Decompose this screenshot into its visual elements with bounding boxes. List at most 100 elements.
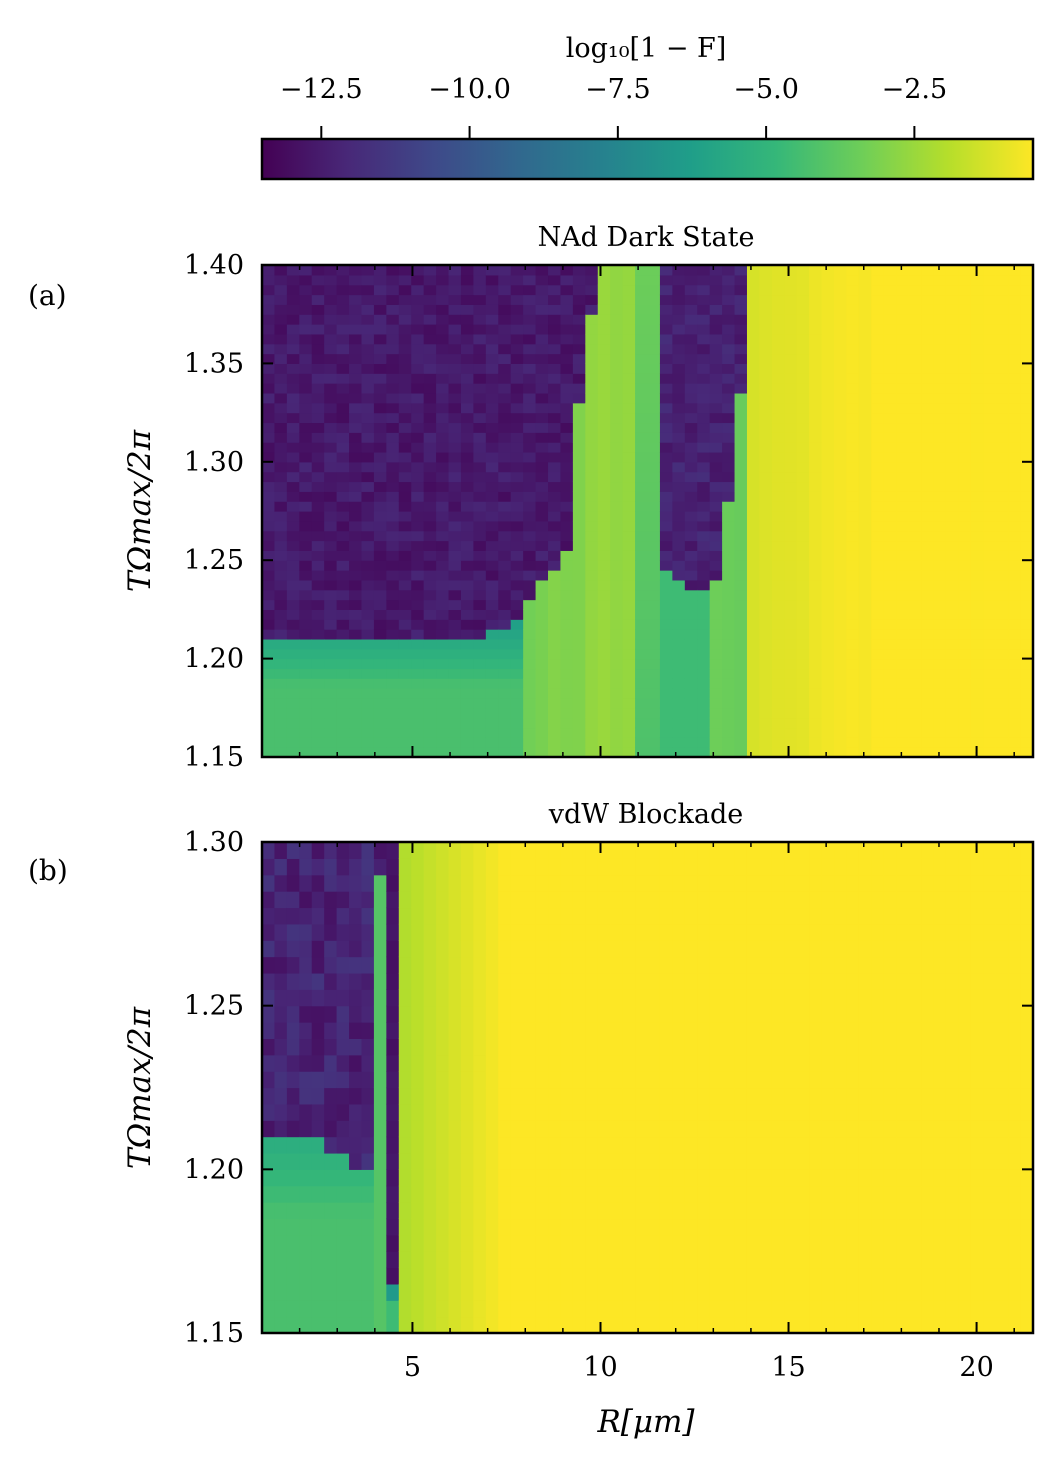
heatmap-cell [759,638,773,650]
heatmap-cell [635,432,649,443]
heatmap-cell [635,294,649,305]
heatmap-cell [485,1300,499,1318]
heatmap-cell [896,333,910,345]
heatmap-cell [672,560,686,571]
heatmap-cell [436,550,450,561]
heatmap-cell [386,540,400,551]
heatmap-cell [286,333,300,345]
heatmap-cell [498,1038,512,1056]
heatmap-cell [311,392,325,404]
heatmap-cell [311,609,325,620]
heatmap-cell [784,324,798,335]
heatmap-cell [871,383,885,394]
heatmap-cell [535,638,549,650]
heatmap-cell [535,343,549,355]
heatmap-cell [871,501,885,512]
heatmap-cell [274,1234,288,1252]
heatmap-cell [784,570,798,581]
heatmap-cell [983,589,997,601]
heatmap-cell [759,717,773,729]
heatmap-cell [771,638,785,650]
heatmap-cell [610,274,624,286]
heatmap-cell [871,265,885,276]
heatmap-cell [585,727,599,738]
heatmap-cell [311,599,325,610]
heatmap-cell [921,1234,935,1252]
heatmap-cell [896,373,910,384]
heatmap-cell [684,333,698,345]
heatmap-cell [274,619,288,630]
heatmap-cell [734,737,748,748]
heatmap-cell [958,858,972,876]
heatmap-cell [958,471,972,483]
heatmap-cell [834,1071,848,1089]
heatmap-cell [610,1202,624,1220]
heatmap-cell [324,1071,338,1089]
heatmap-cell [398,284,412,296]
heatmap-cell [858,1071,872,1089]
heatmap-cell [834,1103,848,1121]
heatmap-cell [834,432,848,443]
heatmap-cell [436,629,450,640]
heatmap-cell [821,589,835,601]
heatmap-cell [423,1005,437,1023]
heatmap-cell [286,1054,300,1072]
heatmap-cell [299,471,313,483]
heatmap-cell [535,314,549,325]
heatmap-cell [286,697,300,709]
heatmap-cell [647,972,661,990]
heatmap-cell [659,1316,673,1334]
heatmap-cell [871,874,885,892]
heatmap-cell [572,1152,586,1170]
heatmap-cell [983,442,997,453]
heatmap-cell [373,1169,387,1187]
heatmap-cell [485,989,499,1007]
heatmap-cell [921,688,935,699]
heatmap-cell [995,1087,1009,1105]
heatmap-cell [398,501,412,512]
heatmap-cell [734,1120,748,1138]
heatmap-cell [697,891,711,909]
heatmap-cell [336,1218,350,1236]
heatmap-cell [485,530,499,542]
heatmap-cell [274,1300,288,1318]
heatmap-cell [373,402,387,414]
heatmap-cell [498,907,512,925]
heatmap-cell [746,609,761,620]
heatmap-cell [921,481,935,492]
heatmap-cell [883,697,897,709]
heatmap-cell [771,707,785,719]
heatmap-cell [684,284,698,296]
heatmap-cell [809,511,823,522]
heatmap-cell [498,638,512,650]
heatmap-cell [548,412,562,424]
heatmap-cell [572,451,586,463]
heatmap-cell [672,324,686,335]
heatmap-cell [883,442,897,453]
heatmap-cell [684,1136,698,1154]
heatmap-cell [311,1234,325,1252]
heatmap-cell [423,678,437,689]
heatmap-cell [709,1071,723,1089]
heatmap-cell [821,560,835,571]
heatmap-cell [436,1103,450,1121]
heatmap-cell [858,1120,872,1138]
heatmap-cell [436,1087,450,1105]
heatmap-cell [784,737,798,748]
heatmap-cell [585,1054,599,1072]
heatmap-cell [311,1202,325,1220]
heatmap-cell [324,599,338,610]
heatmap-cell [373,923,387,941]
heatmap-cell [436,511,450,522]
heatmap-cell [386,294,400,305]
heatmap-cell [336,1054,350,1072]
heatmap-cell [945,668,959,679]
heatmap-cell [846,609,860,620]
heatmap-cell [908,956,922,974]
heatmap-cell [1020,678,1034,689]
heatmap-cell [535,422,549,433]
heatmap-cell [274,284,288,296]
heatmap-cell [436,1267,450,1285]
heatmap-cell [411,294,425,305]
heatmap-cell [610,619,624,630]
